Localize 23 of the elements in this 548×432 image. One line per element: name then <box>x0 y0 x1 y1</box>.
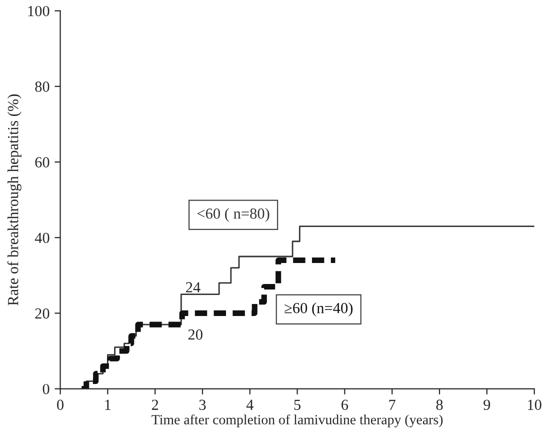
x-tick-label: 2 <box>152 400 158 410</box>
x-tick-label: 1 <box>105 400 111 410</box>
x-tick-label: 5 <box>294 400 301 410</box>
y-tick-label: 100 <box>28 6 50 16</box>
annotation: 24 <box>186 282 200 292</box>
series-label: ≥60 (n=40) <box>284 302 353 316</box>
x-axis-title: Time after completion of lamivudine therapy (years) <box>152 414 443 428</box>
y-tick-label: 20 <box>35 308 50 319</box>
x-tick-label: 3 <box>199 400 206 410</box>
y-tick-label: 60 <box>35 157 50 168</box>
x-tick-label: 9 <box>484 400 490 410</box>
y-tick-label: 40 <box>34 232 50 244</box>
annotation: 20 <box>188 329 202 340</box>
x-tick-label: 8 <box>436 400 443 410</box>
x-tick-label: 6 <box>342 400 348 410</box>
y-tick-label: 80 <box>35 82 50 92</box>
y-tick-label: 0 <box>42 384 50 394</box>
series-label: <60 ( n=80) <box>197 208 270 222</box>
x-tick-label: 0 <box>57 400 64 410</box>
x-tick-label: 4 <box>246 400 254 410</box>
x-tick-label: 7 <box>389 400 396 410</box>
y-axis-title: Rate of breakthrough hepatitis (%) <box>7 94 22 306</box>
x-tick-label: 10 <box>528 400 542 410</box>
